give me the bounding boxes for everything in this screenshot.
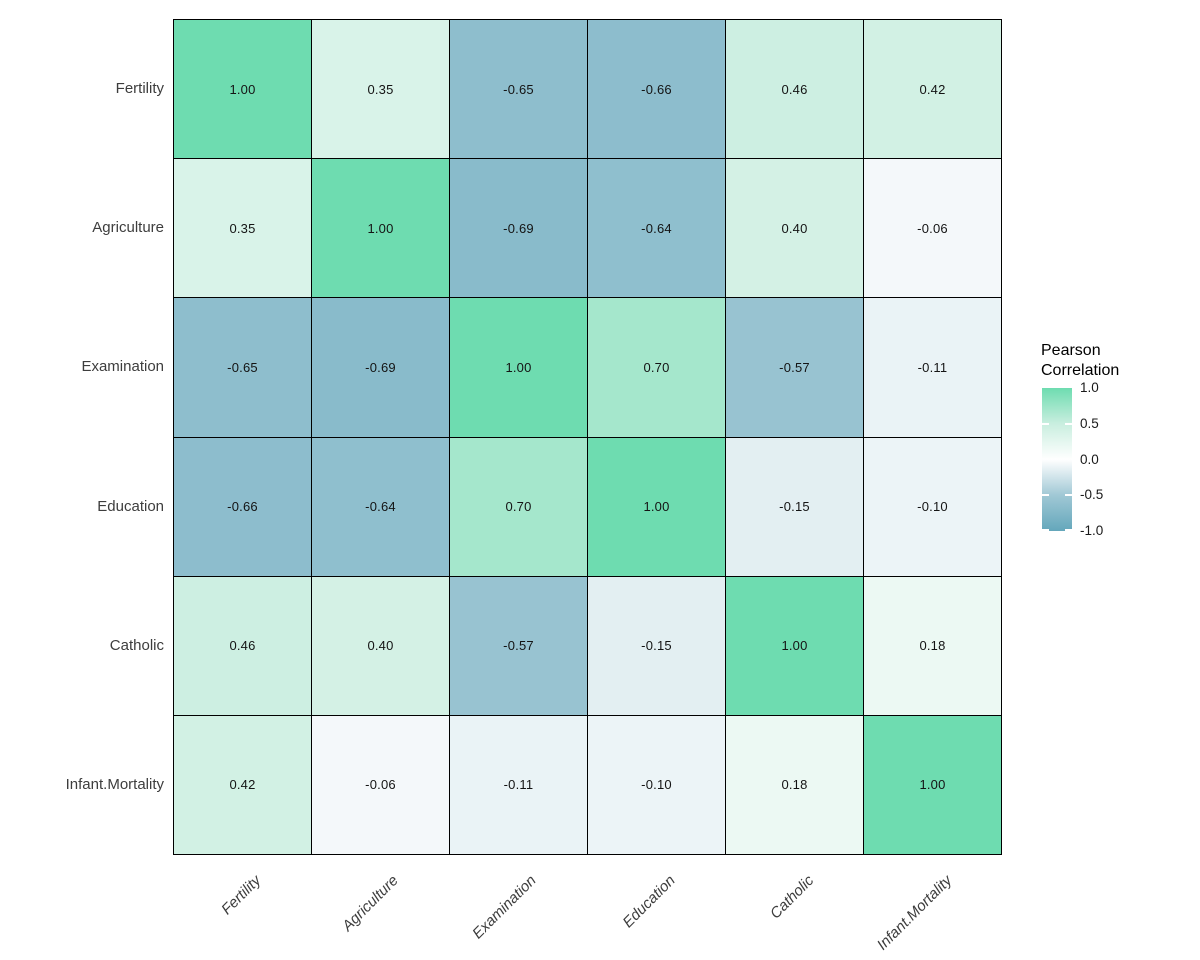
legend-tick-label: 0.5 — [1080, 416, 1099, 431]
heatmap-cell: 0.70 — [588, 298, 725, 437]
heatmap-cell: -0.57 — [726, 298, 863, 437]
cell-value: -0.15 — [641, 638, 672, 654]
cell-value: -0.15 — [779, 499, 810, 515]
cell-value: 1.00 — [919, 777, 946, 793]
heatmap-cell: -0.11 — [450, 715, 587, 854]
heatmap-cell: -0.64 — [312, 437, 449, 576]
heatmap-cell: 1.00 — [864, 715, 1001, 854]
cell-value: -0.57 — [779, 359, 810, 375]
y-axis-label: Catholic — [109, 637, 164, 654]
colorbar-tick-mark — [1065, 422, 1072, 425]
heatmap-cell: 0.18 — [864, 576, 1001, 715]
legend-tick-label: -1.0 — [1080, 523, 1104, 538]
heatmap-cell: 1.00 — [174, 20, 311, 159]
cell-value: -0.65 — [503, 81, 534, 97]
cell-value: 0.46 — [229, 638, 256, 654]
heatmap-cell: -0.65 — [174, 298, 311, 437]
x-axis-label: Fertility — [217, 872, 265, 919]
cell-value: -0.64 — [365, 499, 396, 515]
cell-value: -0.64 — [641, 220, 672, 236]
cell-value: 0.40 — [781, 220, 808, 236]
cell-value: -0.57 — [503, 638, 534, 654]
heatmap-cell: -0.06 — [312, 715, 449, 854]
heatmap-cell: 1.00 — [588, 437, 725, 576]
heatmap-cell: 0.42 — [174, 715, 311, 854]
legend-tick-label: -0.5 — [1080, 487, 1104, 502]
heatmap-cell: -0.69 — [312, 298, 449, 437]
legend-tick-label: 1.0 — [1080, 380, 1099, 395]
colorbar-tick-mark — [1042, 529, 1049, 531]
colorbar-tick-mark — [1065, 494, 1072, 497]
cell-value: -0.10 — [917, 499, 948, 515]
cell-value: -0.11 — [503, 777, 534, 793]
heatmap-cell: -0.10 — [864, 437, 1001, 576]
heatmap-cell: -0.64 — [588, 159, 725, 298]
cell-value: 0.35 — [367, 81, 394, 97]
heatmap-cell: 0.46 — [174, 576, 311, 715]
heatmap-cell: -0.66 — [174, 437, 311, 576]
cell-value: -0.10 — [641, 777, 672, 793]
cell-value: -0.11 — [917, 359, 948, 375]
heatmap-cell: 1.00 — [726, 576, 863, 715]
heatmap-cell: -0.11 — [864, 298, 1001, 437]
cell-value: -0.06 — [917, 220, 948, 236]
heatmap-cell: 0.35 — [312, 20, 449, 159]
y-axis-label: Infant.Mortality — [65, 776, 164, 793]
heatmap-cell: -0.69 — [450, 159, 587, 298]
cell-value: 0.40 — [367, 638, 394, 654]
cell-value: -0.66 — [641, 81, 672, 97]
y-axis-label: Examination — [81, 358, 164, 375]
y-axis-label: Education — [97, 498, 164, 515]
heatmap-cell: 0.40 — [312, 576, 449, 715]
colorbar-tick-mark — [1042, 494, 1049, 497]
legend-colorbar — [1042, 388, 1072, 531]
legend-title: Pearson Correlation — [1041, 342, 1120, 379]
cell-value: 0.70 — [505, 499, 532, 515]
y-axis-label: Agriculture — [92, 219, 164, 236]
heatmap-cell: 0.42 — [864, 20, 1001, 159]
cell-value: -0.65 — [227, 359, 258, 375]
heatmap-cell: 0.40 — [726, 159, 863, 298]
legend-tick-label: 0.0 — [1080, 452, 1099, 467]
x-axis-label: Agriculture — [339, 872, 403, 935]
cell-value: 1.00 — [367, 220, 394, 236]
colorbar-tick-mark — [1042, 422, 1049, 425]
heatmap-cell: -0.57 — [450, 576, 587, 715]
colorbar-tick-mark — [1065, 529, 1072, 531]
heatmap-cell: 0.35 — [174, 159, 311, 298]
y-axis-label: Fertility — [115, 80, 164, 97]
heatmap-cell: 1.00 — [450, 298, 587, 437]
heatmap-cell: -0.10 — [588, 715, 725, 854]
x-axis-label: Education — [619, 872, 680, 932]
cell-value: -0.06 — [365, 777, 396, 793]
x-axis-label: Examination — [469, 872, 541, 943]
x-axis-label: Catholic — [766, 872, 818, 923]
cell-value: -0.69 — [503, 220, 534, 236]
heatmap-cell: 0.70 — [450, 437, 587, 576]
cell-value: -0.66 — [227, 499, 258, 515]
cell-value: 1.00 — [229, 81, 256, 97]
cell-value: 0.70 — [643, 359, 670, 375]
heatmap-grid: 1.00 0.35 -0.65 -0.66 0.46 0.42 0.35 1.00 -0.69 -… — [173, 19, 1002, 855]
cell-value: 1.00 — [505, 359, 532, 375]
cell-value: 0.42 — [229, 777, 256, 793]
cell-value: 0.18 — [919, 638, 946, 654]
heatmap-cell: -0.66 — [588, 20, 725, 159]
heatmap-cell: -0.15 — [588, 576, 725, 715]
heatmap-cell: 0.46 — [726, 20, 863, 159]
heatmap-cell: 1.00 — [312, 159, 449, 298]
heatmap-cell: -0.06 — [864, 159, 1001, 298]
cell-value: 0.46 — [781, 81, 808, 97]
heatmap-cell: -0.15 — [726, 437, 863, 576]
cell-value: 1.00 — [643, 499, 670, 515]
cell-value: 1.00 — [781, 638, 808, 654]
x-axis-label: Infant.Mortality — [873, 872, 956, 954]
heatmap-cell: 0.18 — [726, 715, 863, 854]
cell-value: 0.42 — [919, 81, 946, 97]
cell-value: 0.18 — [781, 777, 808, 793]
cell-value: -0.69 — [365, 359, 396, 375]
cell-value: 0.35 — [229, 220, 256, 236]
heatmap-cell: -0.65 — [450, 20, 587, 159]
